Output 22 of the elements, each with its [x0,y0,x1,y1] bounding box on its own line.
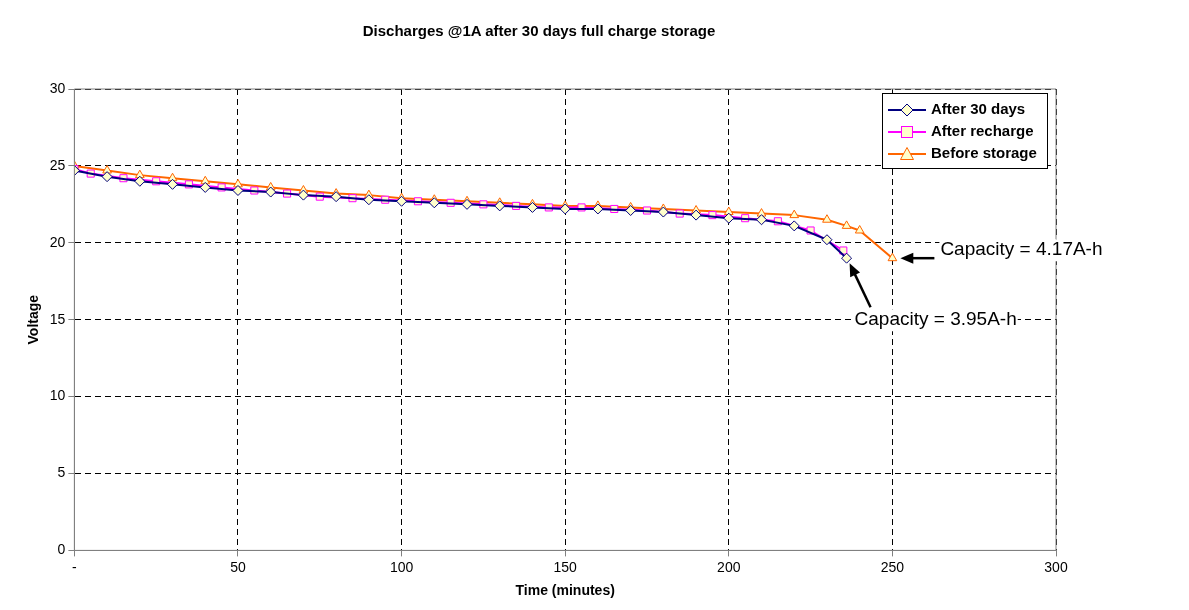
y-axis-title: Voltage [25,294,42,345]
annotation: Capacity = 3.95A-h [854,308,1017,330]
y-tick-label: 20 [49,233,66,250]
x-tick-label: 200 [717,558,741,575]
y-tick-label: 25 [49,156,66,173]
x-tick-label: 100 [389,558,414,575]
x-tick-label: 50 [230,558,246,575]
y-tick-label: 15 [49,310,66,327]
legend-label: Before storage [931,144,1037,161]
x-tick-label: 150 [553,558,578,575]
annotation: Capacity = 4.17A-h [940,238,1103,260]
y-tick-label: 0 [57,541,66,558]
legend-label: After 30 days [931,100,1026,117]
y-tick-label: 30 [49,79,66,96]
chart-title: Discharges @1A after 30 days full charge storage [362,22,716,40]
x-tick-label: - [72,558,78,575]
y-tick-label: 5 [57,464,66,481]
x-tick-label: 300 [1044,558,1068,575]
y-tick-label: 10 [49,387,66,404]
legend-label: After recharge [931,122,1034,139]
x-axis-title: Time (minutes) [515,582,615,599]
x-tick-label: 250 [880,558,905,575]
